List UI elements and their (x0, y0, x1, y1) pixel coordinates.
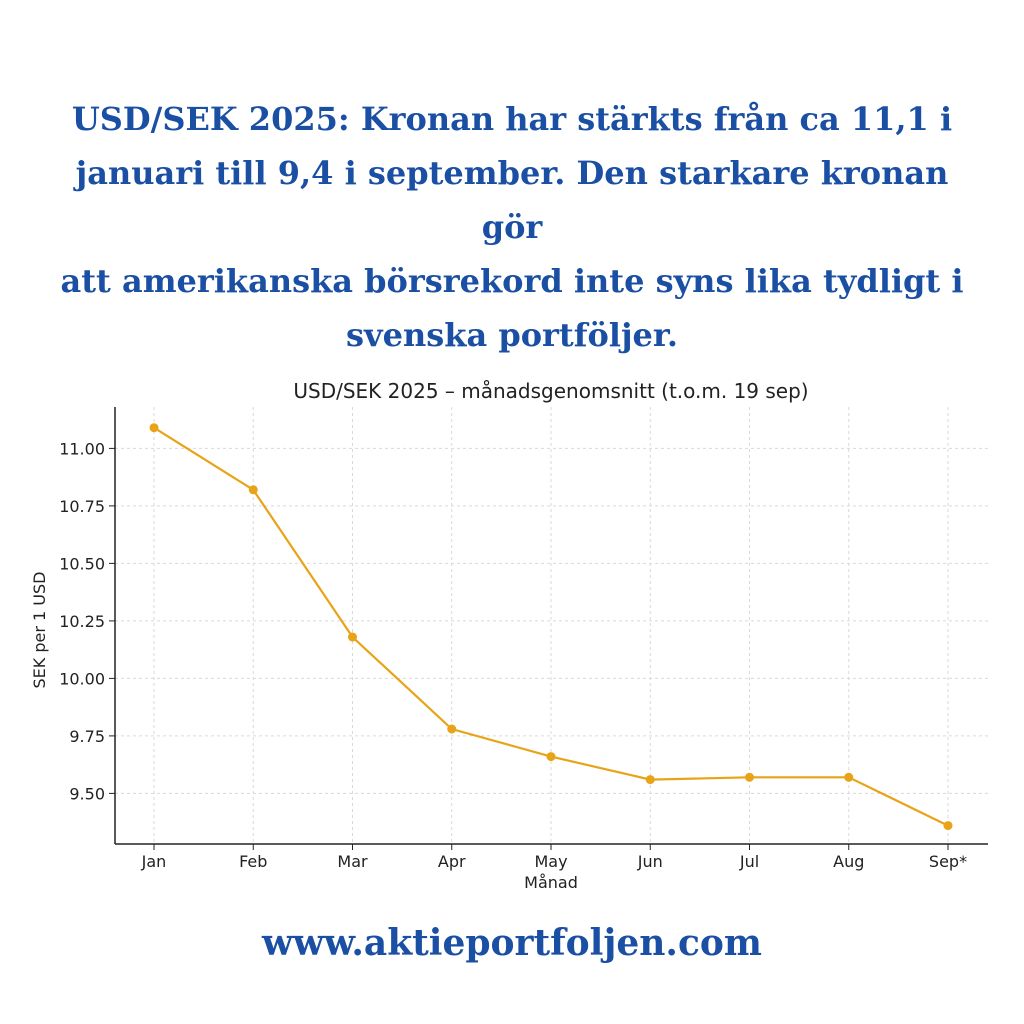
data-point (745, 772, 754, 782)
headline-line-4: svenska portföljer. (346, 316, 678, 354)
x-axis-label: Månad (524, 873, 578, 892)
chart-series (149, 423, 953, 831)
x-tick-label: Jul (739, 852, 759, 871)
y-tick-label: 9.50 (69, 784, 105, 803)
y-tick-label: 10.00 (59, 669, 105, 688)
headline-line-1: USD/SEK 2025: Kronan har stärkts från ca… (71, 100, 953, 138)
footer-url[interactable]: www.aktieportfoljen.com (262, 922, 762, 964)
headline: USD/SEK 2025: Kronan har stärkts från ca… (40, 92, 984, 362)
data-point (943, 821, 953, 831)
x-tick-label: May (534, 852, 567, 871)
chart-grid (115, 407, 988, 844)
x-tick-label: Apr (438, 852, 466, 871)
x-tick-label: Feb (239, 852, 267, 871)
data-point (546, 752, 556, 762)
y-tick-label: 11.00 (59, 439, 105, 458)
y-tick-label: 10.50 (59, 554, 105, 573)
data-point (248, 485, 258, 495)
data-point (447, 724, 457, 734)
y-axis-label: SEK per 1 USD (30, 572, 49, 689)
x-tick-label: Sep* (929, 852, 967, 871)
y-tick-label: 10.25 (59, 612, 105, 631)
headline-line-3: att amerikanska börsrekord inte syns lik… (60, 262, 964, 300)
y-tick-label: 9.75 (69, 727, 105, 746)
data-point (149, 423, 159, 433)
chart-ticks: Jan Feb Mar Apr May Jun Jul Aug Sep* 9.50 9.75 10.0… (59, 439, 967, 871)
usd-sek-line-chart: USD/SEK 2025 – månadsgenomsnitt (t.o.m. … (30, 379, 988, 892)
chart-title: USD/SEK 2025 – månadsgenomsnitt (t.o.m. … (293, 379, 808, 403)
data-point (645, 775, 655, 785)
data-point (844, 772, 854, 782)
x-tick-label: Jun (637, 852, 663, 871)
headline-line-2: januari till 9,4 i september. Den starka… (75, 154, 949, 246)
data-point (348, 632, 357, 642)
x-tick-label: Jan (141, 852, 167, 871)
x-tick-label: Aug (833, 852, 864, 871)
y-tick-label: 10.75 (59, 497, 105, 516)
x-tick-label: Mar (337, 852, 368, 871)
